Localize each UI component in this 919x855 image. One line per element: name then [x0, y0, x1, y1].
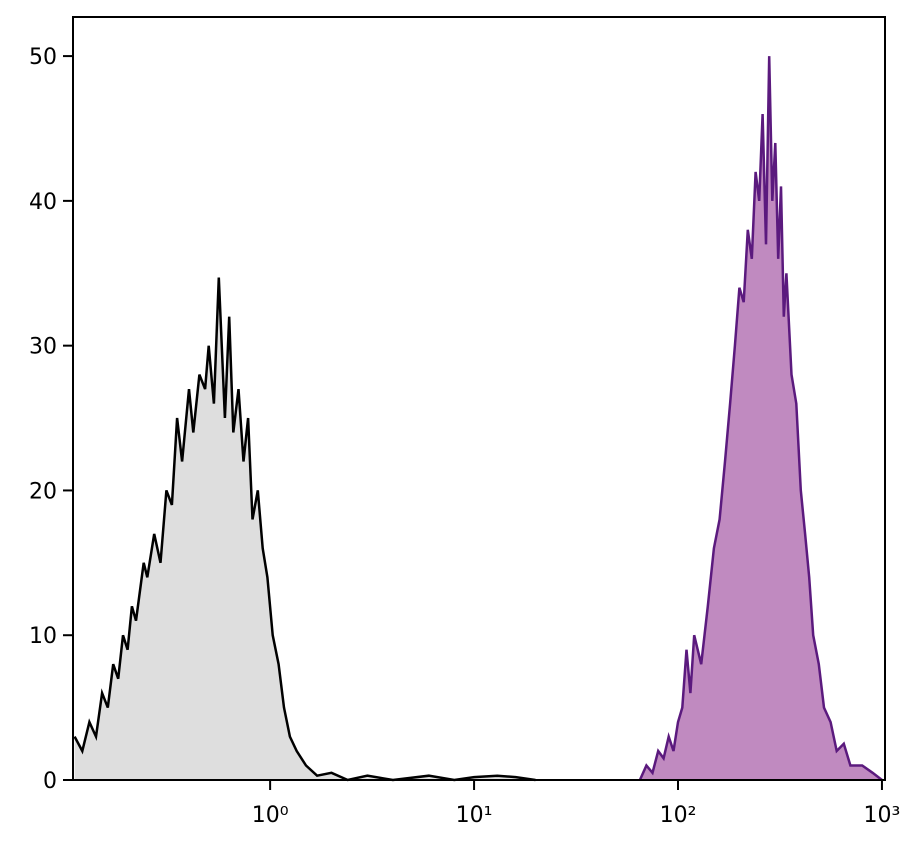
y-tick-label: 0 [43, 769, 57, 794]
x-tick-label: 10¹ [456, 803, 493, 828]
plot-frame [72, 16, 886, 781]
x-tick-label: 10² [660, 803, 697, 828]
y-tick-label: 20 [29, 479, 57, 504]
x-tick-label: 10⁰ [252, 803, 289, 828]
y-tick-label: 40 [29, 190, 57, 215]
area-fill [74, 277, 536, 780]
x-tick-label: 10³ [864, 803, 901, 828]
y-tick-label: 10 [29, 624, 57, 649]
y-tick-label: 50 [29, 45, 57, 70]
area-line [638, 56, 883, 781]
area-fill [639, 56, 882, 781]
y-tick-label: 30 [29, 335, 57, 360]
area-line [73, 277, 536, 782]
